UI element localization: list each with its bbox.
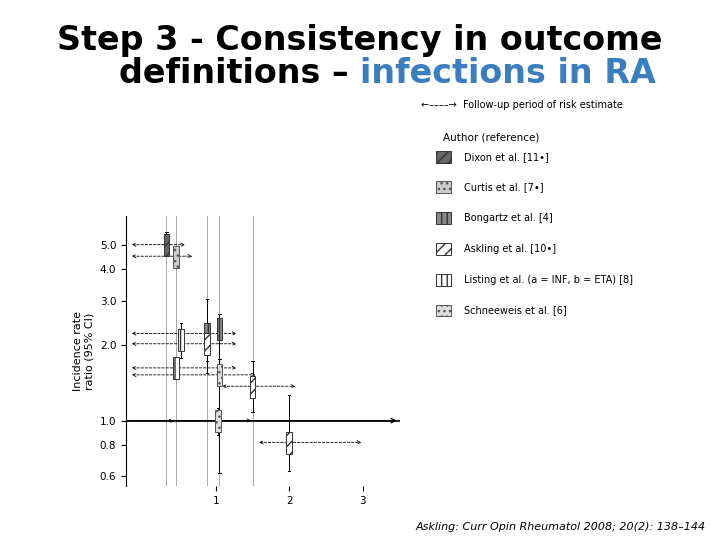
Y-axis label: Incidence rate
ratio (95% CI): Incidence rate ratio (95% CI) [73, 311, 94, 391]
Bar [174, 357, 179, 380]
Bar [217, 364, 222, 387]
Text: Dixon et al. [11•]: Dixon et al. [11•] [464, 152, 549, 161]
Bar [204, 323, 210, 345]
Text: Listing et al. (a = INF, b = ETA) [8]: Listing et al. (a = INF, b = ETA) [8] [464, 275, 634, 285]
Bar [250, 376, 256, 398]
Text: Author (reference): Author (reference) [443, 132, 539, 143]
Text: Askling et al. [10•]: Askling et al. [10•] [464, 244, 557, 254]
Text: Curtis et al. [7•]: Curtis et al. [7•] [464, 183, 544, 192]
Text: Askling: Curr Opin Rheumatol 2008; 20(2): 138–144: Askling: Curr Opin Rheumatol 2008; 20(2)… [415, 522, 706, 532]
Bar [287, 432, 292, 454]
Bar [204, 333, 210, 355]
Text: Step 3 - Consistency in outcome: Step 3 - Consistency in outcome [58, 24, 662, 57]
Bar [179, 329, 184, 351]
Text: Schneeweis et al. [6]: Schneeweis et al. [6] [464, 306, 567, 315]
Bar [174, 246, 179, 268]
Text: ←––––→  Follow-up period of risk estimate: ←––––→ Follow-up period of risk estimate [421, 100, 623, 110]
Text: Bongartz et al. [4]: Bongartz et al. [4] [464, 213, 553, 223]
Bar [163, 234, 169, 256]
Bar [217, 318, 222, 340]
Bar [215, 410, 221, 432]
Text: definitions –: definitions – [119, 57, 360, 90]
Text: infections in RA: infections in RA [360, 57, 656, 90]
